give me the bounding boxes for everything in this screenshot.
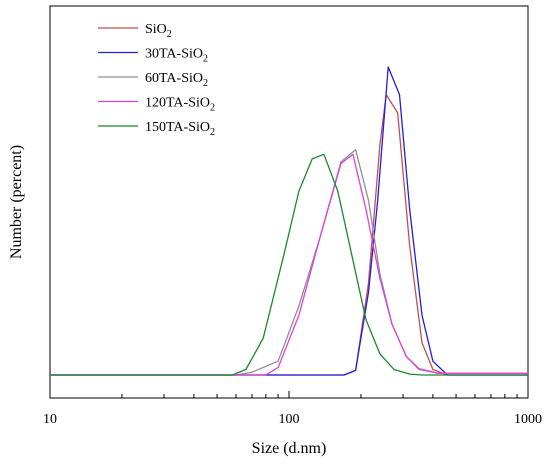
legend: SiO2 30TA-SiO2 60TA-SiO2 120TA-SiO2 150TA-Si… xyxy=(98,22,215,138)
x-axis-ticks xyxy=(49,391,529,398)
x-tick-label: 1000 xyxy=(514,412,542,427)
x-axis-label: Size (d.nm) xyxy=(252,440,327,457)
x-tick-label: 10 xyxy=(43,412,57,427)
x-tick-labels: 10 100 1000 xyxy=(43,412,542,427)
series-lines xyxy=(50,66,528,376)
y-axis-label: Number (percent) xyxy=(8,145,25,259)
series-line-2 xyxy=(50,66,528,376)
series-line-5 xyxy=(50,153,528,376)
legend-label-5: 150TA-SiO2 xyxy=(145,120,215,138)
x-tick-label: 100 xyxy=(279,412,300,427)
legend-label-3: 60TA-SiO2 xyxy=(145,71,208,89)
legend-label-2: 30TA-SiO2 xyxy=(145,47,208,65)
series-line-4 xyxy=(50,153,528,376)
legend-label-1: SiO2 xyxy=(145,22,172,40)
legend-label-4: 120TA-SiO2 xyxy=(145,96,215,114)
